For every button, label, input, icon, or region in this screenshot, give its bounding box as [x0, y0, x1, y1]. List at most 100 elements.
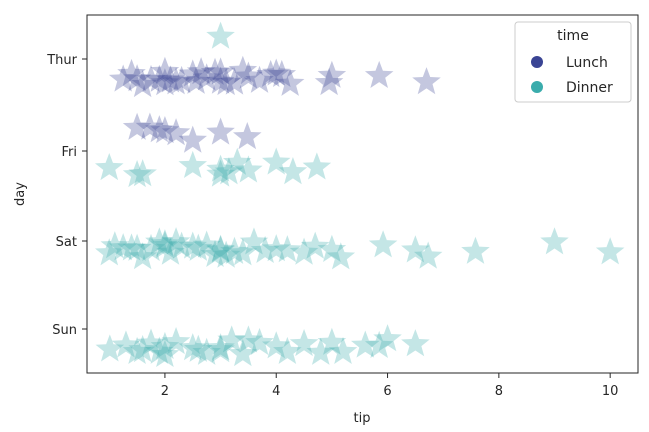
data-point-lunch: [317, 60, 347, 88]
x-tick-label: 10: [602, 384, 619, 399]
data-point-dinner: [178, 231, 208, 259]
series-dinner: [95, 21, 625, 368]
data-point-dinner: [200, 239, 230, 267]
legend: time Lunch Dinner: [514, 21, 632, 103]
data-point-dinner: [95, 238, 124, 266]
legend-box: [514, 21, 632, 103]
data-point-lunch: [178, 125, 208, 153]
data-point-dinner: [161, 227, 191, 255]
data-point-dinner: [122, 233, 152, 261]
data-point-dinner: [136, 328, 166, 356]
data-point-dinner: [111, 330, 141, 358]
data-point-dinner: [306, 337, 336, 365]
data-point-dinner: [302, 152, 332, 180]
data-point-dinner: [150, 339, 180, 368]
data-point-lunch: [145, 64, 174, 92]
data-point-lunch: [200, 57, 230, 85]
data-point-dinner: [167, 231, 196, 259]
data-point-lunch: [233, 122, 262, 150]
data-point-dinner: [108, 233, 138, 261]
data-point-dinner: [214, 157, 244, 185]
data-point-lunch: [228, 55, 258, 83]
data-point-dinner: [145, 336, 174, 364]
data-point-dinner: [217, 325, 246, 353]
data-point-lunch: [167, 65, 196, 93]
data-point-lunch: [128, 69, 157, 98]
data-point-dinner: [250, 235, 280, 263]
series-lunch: [108, 55, 441, 153]
data-point-lunch: [234, 61, 263, 89]
data-point-dinner: [192, 337, 221, 365]
data-point-lunch: [136, 64, 166, 93]
y-tick-label: Thur: [46, 53, 77, 68]
data-point-lunch: [150, 56, 180, 84]
y-tick-label: Fri: [62, 145, 78, 160]
data-point-dinner: [289, 328, 319, 357]
data-point-dinner: [184, 233, 213, 261]
data-point-lunch: [206, 66, 235, 94]
data-point-lunch: [135, 112, 165, 140]
data-point-dinner: [122, 336, 152, 365]
data-point-lunch: [275, 68, 305, 96]
data-point-lunch: [364, 60, 394, 88]
data-point-dinner: [161, 327, 191, 355]
x-tick-label: 2: [161, 384, 169, 399]
y-tick-label: Sat: [56, 235, 77, 250]
data-point-dinner: [228, 338, 258, 367]
data-point-dinner: [273, 336, 302, 364]
data-point-dinner: [317, 234, 347, 262]
data-point-dinner: [234, 155, 263, 183]
data-point-lunch: [122, 64, 152, 92]
data-point-dinner: [150, 229, 180, 257]
data-point-lunch: [261, 58, 291, 86]
data-point-dinner: [150, 331, 180, 360]
chart-marks: [95, 21, 625, 368]
data-point-lunch: [256, 59, 285, 87]
data-point-lunch: [156, 65, 185, 93]
data-point-lunch: [161, 67, 191, 95]
data-point-dinner: [326, 242, 356, 270]
data-point-lunch: [117, 58, 146, 87]
data-point-lunch: [161, 118, 191, 146]
data-point-lunch: [314, 67, 344, 96]
legend-title: time: [557, 28, 589, 44]
data-point-dinner: [178, 150, 208, 179]
data-point-lunch: [220, 67, 249, 95]
data-point-dinner: [206, 159, 235, 187]
data-point-lunch: [186, 57, 216, 85]
data-point-lunch: [412, 67, 441, 95]
data-point-dinner: [351, 330, 380, 358]
data-point-lunch: [206, 57, 235, 85]
x-axis-ticks: 2 4 6 8 10: [161, 373, 619, 399]
data-point-dinner: [136, 233, 166, 262]
x-tick-label: 8: [495, 384, 503, 399]
data-point-dinner: [206, 335, 235, 363]
data-point-dinner: [192, 230, 221, 258]
legend-marker-dinner: [531, 81, 543, 93]
data-point-dinner: [328, 336, 358, 365]
data-point-dinner: [540, 227, 569, 255]
data-point-dinner: [100, 231, 130, 259]
data-point-dinner: [145, 227, 174, 255]
data-point-dinner: [300, 231, 330, 259]
data-point-dinner: [461, 236, 490, 264]
data-point-dinner: [95, 152, 124, 181]
y-tick-label: Sun: [52, 323, 77, 338]
data-point-lunch: [122, 112, 152, 140]
data-point-lunch: [150, 68, 180, 96]
data-point-dinner: [261, 331, 291, 359]
y-axis-label: day: [13, 182, 28, 206]
data-point-lunch: [206, 117, 235, 145]
data-point-dinner: [128, 159, 157, 187]
x-tick-label: 6: [383, 384, 391, 399]
data-point-dinner: [117, 233, 146, 261]
data-point-dinner: [211, 240, 241, 268]
data-point-dinner: [95, 334, 125, 362]
data-point-dinner: [364, 330, 394, 359]
data-point-dinner: [206, 21, 235, 49]
data-point-dinner: [128, 334, 157, 363]
data-point-dinner: [156, 237, 185, 265]
data-point-lunch: [178, 59, 208, 87]
data-point-dinner: [261, 147, 291, 175]
